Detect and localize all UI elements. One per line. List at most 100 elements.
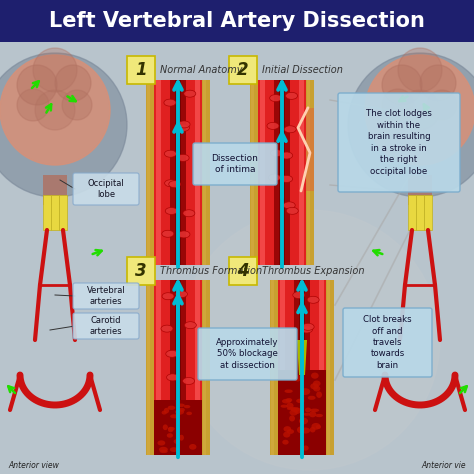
Bar [271, 280, 274, 455]
Bar [408, 195, 416, 230]
Ellipse shape [281, 152, 292, 159]
Text: Thrombus Formation: Thrombus Formation [160, 266, 262, 276]
FancyBboxPatch shape [73, 313, 139, 339]
Bar [0, 0, 474, 42]
Ellipse shape [286, 398, 292, 402]
Ellipse shape [167, 433, 173, 438]
Ellipse shape [289, 415, 295, 421]
Bar [195, 80, 200, 265]
Text: Anterior view: Anterior view [8, 461, 59, 470]
Ellipse shape [310, 427, 316, 432]
Text: 1: 1 [135, 61, 147, 79]
Bar [147, 80, 150, 265]
Bar [156, 280, 161, 455]
Bar [203, 80, 206, 265]
Bar [260, 80, 265, 265]
Text: Clot breaks
off and
travels
towards
brain: Clot breaks off and travels towards brai… [363, 315, 412, 370]
Ellipse shape [162, 410, 167, 415]
Ellipse shape [164, 408, 169, 413]
FancyBboxPatch shape [127, 56, 155, 84]
Circle shape [0, 55, 110, 165]
Ellipse shape [164, 180, 177, 187]
Bar [408, 175, 432, 205]
Ellipse shape [177, 155, 189, 161]
Bar [250, 80, 258, 265]
Ellipse shape [313, 386, 320, 392]
Bar [175, 280, 181, 455]
Circle shape [365, 55, 474, 165]
Bar [424, 195, 432, 230]
Text: Carotid
arteries: Carotid arteries [90, 316, 122, 336]
Circle shape [17, 89, 49, 121]
Bar [195, 280, 200, 455]
Ellipse shape [170, 414, 178, 419]
Ellipse shape [294, 375, 301, 382]
FancyBboxPatch shape [73, 283, 139, 309]
Ellipse shape [179, 408, 185, 412]
Ellipse shape [167, 350, 179, 357]
Bar [319, 280, 324, 455]
Ellipse shape [287, 429, 294, 434]
Ellipse shape [166, 374, 179, 381]
Bar [202, 280, 210, 455]
Text: Normal Anatomy: Normal Anatomy [160, 65, 243, 75]
Text: 4: 4 [237, 262, 249, 280]
Bar [278, 280, 326, 455]
FancyBboxPatch shape [73, 173, 139, 205]
Ellipse shape [157, 440, 165, 446]
Ellipse shape [159, 447, 168, 452]
Text: Left Vertebral Artery Dissection: Left Vertebral Artery Dissection [49, 11, 425, 31]
Bar [154, 80, 202, 265]
Ellipse shape [301, 428, 310, 434]
Circle shape [35, 90, 75, 130]
Circle shape [382, 89, 414, 121]
Ellipse shape [164, 150, 176, 157]
Ellipse shape [168, 406, 175, 410]
Bar [279, 80, 285, 265]
Bar [51, 195, 59, 230]
Ellipse shape [301, 326, 312, 333]
Ellipse shape [175, 410, 184, 415]
Ellipse shape [168, 427, 173, 432]
Ellipse shape [285, 92, 298, 100]
Ellipse shape [297, 427, 304, 433]
Ellipse shape [284, 390, 293, 393]
Ellipse shape [168, 427, 175, 431]
Polygon shape [306, 108, 314, 191]
Ellipse shape [303, 413, 310, 416]
Ellipse shape [286, 207, 298, 214]
Circle shape [180, 210, 440, 470]
Bar [170, 80, 186, 265]
Ellipse shape [165, 208, 177, 215]
Ellipse shape [183, 210, 195, 217]
Circle shape [0, 53, 127, 197]
Text: Vertebral
arteries: Vertebral arteries [87, 286, 126, 306]
Ellipse shape [316, 414, 323, 417]
Text: Occipital
lobe: Occipital lobe [88, 179, 124, 199]
Circle shape [420, 65, 456, 101]
Ellipse shape [294, 408, 301, 414]
Circle shape [55, 65, 91, 101]
FancyBboxPatch shape [127, 257, 155, 285]
Circle shape [400, 90, 440, 130]
Bar [270, 280, 278, 455]
Ellipse shape [301, 388, 310, 395]
Bar [293, 280, 310, 455]
Ellipse shape [307, 296, 319, 303]
Bar [327, 280, 330, 455]
Bar [203, 280, 206, 455]
Ellipse shape [268, 174, 281, 181]
Ellipse shape [173, 439, 180, 444]
Bar [326, 280, 334, 455]
Ellipse shape [281, 175, 292, 182]
Circle shape [427, 90, 457, 120]
Ellipse shape [305, 408, 311, 412]
Ellipse shape [182, 377, 195, 384]
Ellipse shape [316, 425, 321, 429]
Bar [146, 80, 154, 265]
Bar [416, 195, 424, 230]
Ellipse shape [309, 411, 316, 417]
Text: Thrombus Expansion: Thrombus Expansion [262, 266, 365, 276]
Bar [299, 80, 304, 265]
Bar [146, 280, 154, 455]
